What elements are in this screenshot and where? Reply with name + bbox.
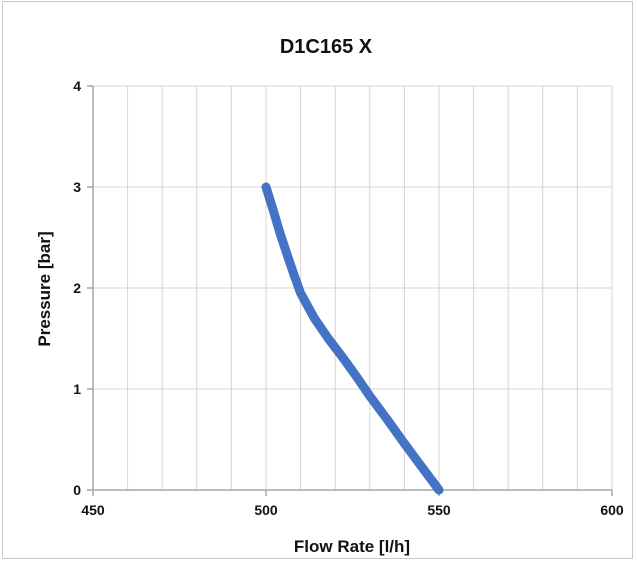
x-tick-label: 500	[254, 502, 278, 518]
chart-title: D1C165 X	[280, 36, 373, 58]
y-axis-label: Pressure [bar]	[35, 231, 54, 346]
x-tick-labels: 450 500 550 600	[81, 502, 624, 518]
axes	[87, 85, 613, 496]
y-tick-label: 0	[73, 482, 81, 498]
x-tick-label: 550	[427, 502, 451, 518]
x-axis-label: Flow Rate [l/h]	[294, 537, 410, 556]
y-tick-label: 4	[73, 78, 81, 94]
series-layer	[261, 182, 444, 495]
y-tick-label: 2	[73, 280, 81, 296]
y-tick-label: 1	[73, 381, 81, 397]
x-tick-label: 450	[81, 502, 105, 518]
y-tick-labels: 0 1 2 3 4	[73, 78, 81, 498]
y-tick-label: 3	[73, 179, 81, 195]
series-line	[261, 182, 444, 495]
x-tick-label: 600	[600, 502, 624, 518]
grid	[92, 85, 613, 491]
